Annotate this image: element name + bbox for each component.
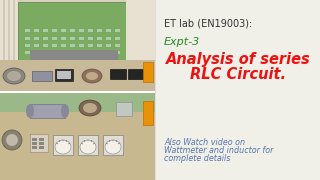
Bar — [34, 44, 39, 47]
Bar — [79, 44, 84, 47]
Bar — [78, 135, 98, 155]
Bar — [25, 37, 30, 40]
Bar — [3, 0, 5, 92]
Bar — [53, 135, 73, 155]
Bar — [88, 37, 93, 40]
Bar — [79, 51, 84, 54]
Bar — [88, 51, 93, 54]
Bar — [97, 29, 102, 32]
Bar — [32, 138, 37, 141]
Bar — [61, 29, 66, 32]
Bar — [70, 51, 75, 54]
Bar — [39, 142, 44, 145]
Bar — [110, 69, 126, 79]
Bar — [25, 44, 30, 47]
Bar — [106, 51, 111, 54]
Bar — [52, 44, 57, 47]
Bar — [30, 50, 118, 60]
Ellipse shape — [80, 140, 96, 154]
Bar — [30, 104, 65, 118]
Bar — [70, 29, 75, 32]
Text: Wattmeter and inductor for: Wattmeter and inductor for — [164, 146, 273, 155]
Text: Analysis of series: Analysis of series — [166, 52, 310, 67]
Ellipse shape — [105, 140, 121, 154]
Bar — [30, 134, 48, 152]
Bar — [39, 146, 44, 149]
Bar — [79, 37, 84, 40]
Ellipse shape — [7, 71, 21, 81]
Bar — [52, 51, 57, 54]
Bar — [32, 71, 52, 81]
Bar — [0, 60, 155, 92]
Bar — [25, 51, 30, 54]
Bar — [97, 37, 102, 40]
Ellipse shape — [83, 103, 97, 113]
Bar — [0, 91, 155, 93]
Bar — [156, 0, 320, 180]
Bar — [25, 29, 30, 32]
Bar — [143, 101, 153, 125]
Ellipse shape — [6, 134, 18, 146]
Text: Also Watch video on: Also Watch video on — [164, 138, 245, 147]
Bar — [57, 71, 71, 79]
Bar — [115, 44, 120, 47]
Bar — [128, 69, 144, 79]
Bar — [115, 37, 120, 40]
Bar — [0, 0, 18, 92]
Bar — [61, 44, 66, 47]
Ellipse shape — [82, 69, 102, 83]
Bar — [143, 62, 153, 82]
Bar — [43, 29, 48, 32]
Bar — [97, 44, 102, 47]
Bar — [106, 37, 111, 40]
Bar — [34, 51, 39, 54]
Text: Expt-3: Expt-3 — [164, 37, 200, 47]
Bar — [52, 29, 57, 32]
Bar — [8, 0, 10, 92]
Bar — [0, 0, 155, 92]
Bar — [0, 92, 155, 180]
Bar — [88, 29, 93, 32]
Bar — [18, 2, 126, 60]
Bar — [126, 0, 155, 92]
Bar — [43, 37, 48, 40]
Ellipse shape — [86, 72, 98, 80]
Bar — [52, 37, 57, 40]
Bar — [115, 29, 120, 32]
Text: complete details: complete details — [164, 154, 230, 163]
Ellipse shape — [26, 104, 34, 118]
Bar — [13, 0, 15, 92]
Bar — [43, 44, 48, 47]
Ellipse shape — [3, 68, 25, 84]
Bar — [32, 146, 37, 149]
Bar — [115, 51, 120, 54]
Bar — [43, 51, 48, 54]
Ellipse shape — [2, 130, 22, 150]
Bar — [0, 110, 155, 180]
Bar — [70, 44, 75, 47]
Bar — [116, 102, 132, 116]
Bar — [0, 92, 155, 112]
Text: ET lab (EN19003):: ET lab (EN19003): — [164, 18, 252, 28]
Bar — [34, 29, 39, 32]
Bar — [79, 29, 84, 32]
Bar — [61, 37, 66, 40]
Bar — [39, 138, 44, 141]
Bar — [103, 135, 123, 155]
Bar — [70, 37, 75, 40]
Bar — [97, 51, 102, 54]
Bar — [106, 29, 111, 32]
Bar — [106, 44, 111, 47]
Bar — [55, 69, 73, 81]
Text: RLC Circuit.: RLC Circuit. — [190, 67, 286, 82]
Ellipse shape — [61, 104, 69, 118]
Bar — [88, 44, 93, 47]
Bar — [155, 0, 156, 180]
Bar — [61, 51, 66, 54]
Ellipse shape — [79, 100, 101, 116]
Bar — [34, 37, 39, 40]
Bar — [32, 142, 37, 145]
Ellipse shape — [55, 140, 71, 154]
